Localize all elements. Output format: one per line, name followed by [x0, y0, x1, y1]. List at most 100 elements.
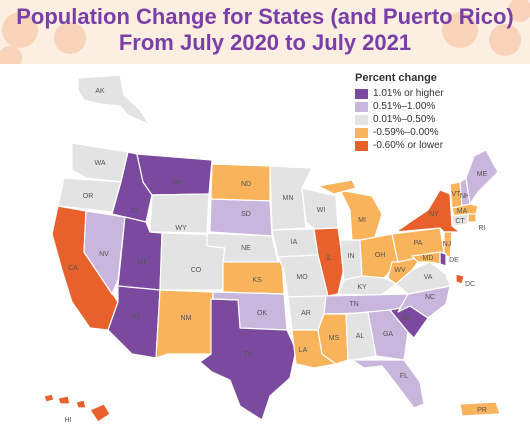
state-MD[interactable]: MD: [411, 251, 441, 265]
state-label-MI: MI: [358, 217, 366, 224]
state-label-CO: CO: [191, 267, 202, 274]
state-label-NE: NE: [241, 245, 251, 252]
legend-label: 0.51%–1.00%: [373, 101, 436, 112]
state-label-HI: HI: [65, 417, 72, 424]
state-label-VA: VA: [424, 274, 433, 281]
state-label-AL: AL: [356, 333, 365, 340]
legend-label: 0.01%–0.50%: [373, 114, 436, 125]
us-states-map: AK WA OR CA NV ID MT WY UT AZ CO NM ND S…: [43, 74, 501, 424]
state-NM[interactable]: NM: [155, 289, 214, 359]
state-DC[interactable]: DC: [455, 273, 475, 288]
state-CT[interactable]: CT: [451, 213, 469, 227]
state-label-CA: CA: [68, 265, 78, 272]
state-TX[interactable]: TX: [199, 298, 297, 421]
state-label-WA: WA: [94, 160, 105, 167]
state-label-KS: KS: [252, 277, 262, 284]
legend: Percent change 1.01% or higher 0.51%–1.0…: [355, 72, 465, 152]
state-label-MA: MA: [457, 208, 468, 215]
state-label-TX: TX: [244, 351, 253, 358]
state-label-DC: DC: [465, 281, 475, 288]
legend-item: 0.01%–0.50%: [355, 113, 465, 126]
page-title-line1: Population Change for States (and Puerto…: [16, 4, 514, 29]
state-label-ME: ME: [477, 171, 488, 178]
state-label-PR: PR: [477, 407, 487, 414]
state-label-SC: SC: [401, 315, 411, 322]
state-FL[interactable]: FL: [351, 359, 425, 409]
state-label-TN: TN: [349, 301, 358, 308]
state-OR[interactable]: OR: [57, 177, 122, 213]
state-IA[interactable]: IA: [271, 228, 319, 258]
state-label-NC: NC: [425, 294, 435, 301]
state-NY[interactable]: NY: [395, 189, 461, 233]
state-MA[interactable]: MA: [451, 203, 479, 217]
state-NJ[interactable]: NJ: [443, 231, 453, 259]
state-label-FL: FL: [400, 373, 408, 380]
state-MI[interactable]: MI: [317, 179, 383, 241]
state-label-WY: WY: [175, 225, 187, 232]
state-AK[interactable]: AK: [77, 74, 151, 126]
page-title-line2: From July 2020 to July 2021: [118, 30, 412, 55]
state-AL[interactable]: AL: [345, 311, 377, 361]
state-label-IA: IA: [291, 239, 298, 246]
legend-swatch: [355, 101, 368, 112]
state-label-LA: LA: [299, 347, 308, 354]
state-MT[interactable]: MT: [136, 153, 213, 196]
state-label-WV: WV: [394, 267, 406, 274]
state-label-GA: GA: [383, 331, 393, 338]
state-label-ND: ND: [241, 181, 251, 188]
state-label-MO: MO: [296, 274, 308, 281]
state-WA[interactable]: WA: [71, 142, 129, 183]
state-label-KY: KY: [357, 284, 367, 291]
state-label-MD: MD: [423, 255, 434, 262]
state-WY[interactable]: WY: [149, 193, 210, 234]
state-GA[interactable]: GA: [367, 309, 409, 361]
state-label-AR: AR: [301, 310, 311, 317]
state-label-IN: IN: [348, 253, 355, 260]
state-ND[interactable]: ND: [210, 163, 271, 202]
state-label-OH: OH: [375, 252, 386, 259]
state-label-MT: MT: [173, 180, 184, 187]
state-label-UT: UT: [137, 259, 147, 266]
state-HI[interactable]: HI: [43, 393, 111, 424]
state-label-OK: OK: [257, 310, 267, 317]
state-label-PA: PA: [414, 240, 423, 247]
legend-swatch: [355, 140, 368, 151]
legend-label: -0.59%–0.00%: [373, 127, 439, 138]
state-label-AK: AK: [95, 88, 105, 95]
state-RI[interactable]: RI: [467, 213, 486, 232]
state-label-IL: IL: [326, 255, 332, 262]
state-ME[interactable]: ME: [465, 149, 499, 205]
state-AZ[interactable]: AZ: [107, 285, 161, 359]
state-label-NV: NV: [99, 251, 109, 258]
state-label-WI: WI: [317, 207, 326, 214]
state-label-ID: ID: [131, 208, 138, 215]
state-label-NM: NM: [181, 315, 192, 322]
legend-item: -0.59%–0.00%: [355, 126, 465, 139]
legend-title: Percent change: [355, 72, 437, 84]
state-SD[interactable]: SD: [209, 198, 273, 237]
header-banner: Population Change for States (and Puerto…: [0, 0, 530, 64]
state-label-MN: MN: [283, 195, 294, 202]
state-label-RI: RI: [479, 225, 486, 232]
state-label-MS: MS: [329, 335, 340, 342]
state-PR[interactable]: PR: [459, 401, 501, 417]
state-label-SD: SD: [241, 211, 251, 218]
state-KY[interactable]: KY: [337, 275, 397, 297]
legend-item: 1.01% or higher: [355, 87, 465, 100]
state-KS[interactable]: KS: [222, 261, 285, 295]
state-label-OR: OR: [83, 193, 94, 200]
state-WI[interactable]: WI: [301, 187, 339, 230]
state-IN[interactable]: IN: [339, 239, 363, 281]
state-label-VT: VT: [452, 191, 462, 198]
legend-item: -0.60% or lower: [355, 139, 465, 152]
state-label-CT: CT: [455, 218, 465, 225]
legend-label: -0.60% or lower: [373, 140, 444, 151]
state-label-NJ: NJ: [443, 241, 452, 248]
legend-item: 0.51%–1.00%: [355, 100, 465, 113]
state-label-DE: DE: [449, 257, 459, 264]
legend-swatch: [355, 127, 368, 138]
legend-swatch: [355, 114, 368, 125]
decorative-faces-background: [0, 0, 530, 64]
state-label-NH: NH: [460, 193, 470, 200]
state-label-AZ: AZ: [132, 313, 142, 320]
